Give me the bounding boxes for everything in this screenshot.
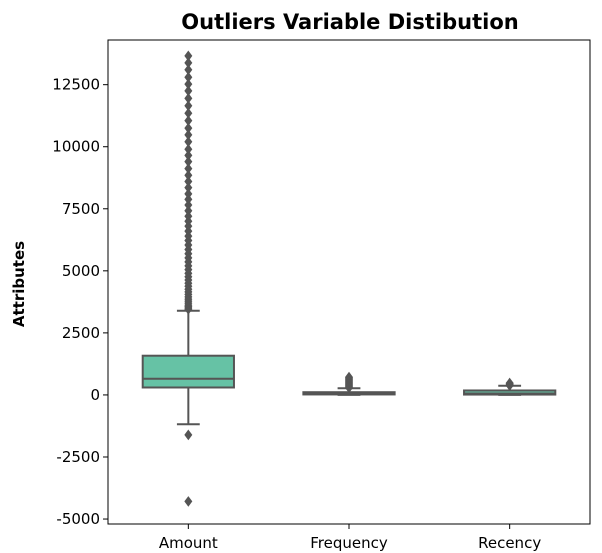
outlier-point — [184, 78, 193, 90]
y-tick-label: -5000 — [56, 510, 100, 528]
y-tick-label: 12500 — [52, 76, 100, 94]
outlier-point — [184, 496, 193, 507]
outlier-point — [505, 377, 514, 389]
box-iqr — [141, 354, 235, 389]
outlier-point — [345, 371, 353, 383]
plot-area: -5000 -2500 0 2500 5000 7500 10000 12500 Amount F… — [52, 39, 591, 552]
y-axis-label: Attributes — [10, 241, 28, 327]
x-tick-label: Amount — [159, 534, 218, 552]
outlier-point — [184, 199, 193, 211]
outlier-point — [184, 122, 193, 134]
outlier-point — [184, 85, 193, 97]
outlier-point — [184, 194, 193, 205]
outlier-point — [184, 163, 193, 174]
chart-title: Outliers Variable Distibution — [181, 10, 518, 34]
x-tick-label: Recency — [478, 534, 541, 552]
y-tick-label: -2500 — [56, 448, 100, 466]
y-tick-label: 10000 — [52, 138, 100, 156]
outlier-point — [184, 107, 193, 119]
outlier-point — [184, 100, 193, 112]
outlier-point — [184, 150, 193, 161]
outlier-point — [184, 156, 193, 167]
outlier-point — [184, 57, 193, 69]
outlier-point — [184, 115, 193, 127]
outlier-point — [184, 429, 193, 441]
y-tick-label: 0 — [90, 386, 100, 404]
outlier-point — [184, 188, 193, 200]
outlier-point — [184, 136, 193, 148]
outlier-point — [184, 50, 193, 62]
outlier-point — [184, 71, 193, 83]
outlier-point — [184, 64, 193, 76]
y-tick-label: 7500 — [62, 200, 100, 218]
outlier-point — [184, 129, 193, 141]
outlier-point — [184, 169, 193, 181]
outlier-point — [184, 92, 193, 104]
outlier-point — [184, 143, 193, 155]
plot-frame — [107, 39, 591, 525]
outlier-point — [184, 182, 193, 194]
y-tick-label: 2500 — [62, 324, 100, 342]
x-tick-label: Frequency — [310, 534, 388, 552]
outlier-point — [184, 205, 193, 217]
outlier-point — [184, 176, 193, 187]
outlier-point — [184, 210, 193, 222]
y-tick-label: 5000 — [62, 262, 100, 280]
